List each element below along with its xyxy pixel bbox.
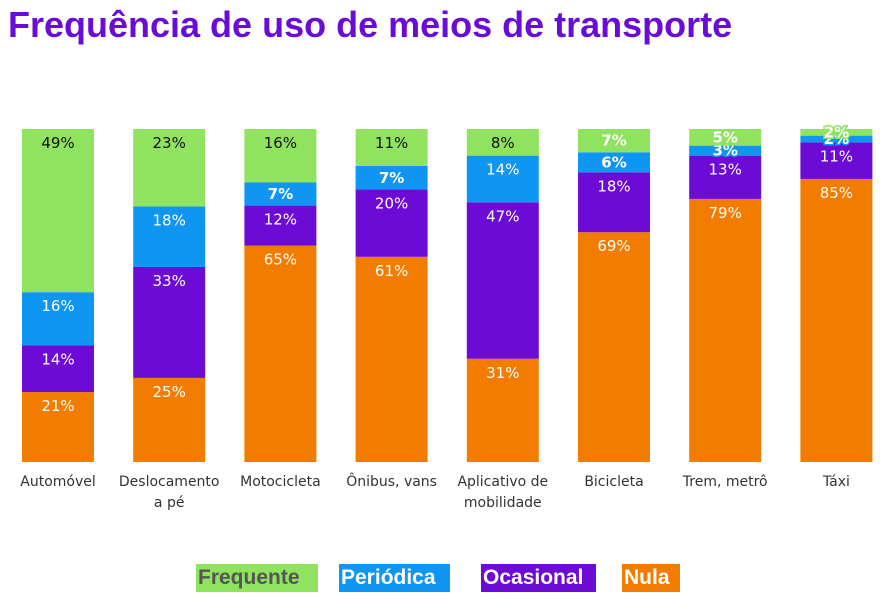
bar-bicicleta-periodica: [578, 152, 650, 173]
data-label-trem-metro-nula: 79%: [709, 204, 742, 222]
data-label-automovel-nula: 21%: [41, 397, 74, 415]
data-label-deslocamento-a-pe-frequente: 23%: [153, 134, 186, 152]
category-label-aplicativo-de-mobilidade-line2: mobilidade: [464, 495, 542, 511]
bar-bicicleta-ocasional: [578, 172, 650, 233]
bar-onibus-vans-frequente: [355, 129, 428, 166]
data-label-onibus-vans-ocasional: 20%: [375, 195, 408, 213]
legend-item-frequente: Frequente: [196, 564, 318, 592]
data-label-onibus-vans-frequente: 11%: [375, 134, 408, 152]
bar-bicicleta-frequente: [578, 129, 650, 153]
bar-automovel-frequente: [22, 129, 94, 293]
category-label-motocicleta: Motocicleta: [240, 474, 321, 490]
bar-motocicleta-frequente: [244, 129, 317, 183]
legend-item-ocasional: Ocasional: [481, 564, 596, 592]
category-label-onibus-vans: Ônibus, vans: [346, 472, 437, 490]
category-label-aplicativo-de-mobilidade-line1: Aplicativo de: [457, 474, 548, 490]
stacked-bar-chart: 21% 14% 16% 49% Automóvel 25% 33% 18% 23% Desloca…: [20, 122, 873, 511]
bar-deslocamento-a-pe-ocasional: [133, 266, 206, 378]
category-label-taxi: Táxi: [822, 474, 850, 490]
chart-title: Frequência de uso de meios de transporte: [8, 4, 733, 45]
data-label-automovel-periodica: 16%: [41, 297, 74, 315]
data-label-deslocamento-a-pe-periodica: 18%: [153, 211, 186, 229]
data-label-onibus-vans-periodica: 7%: [379, 169, 404, 187]
data-label-taxi-ocasional: 11%: [820, 147, 853, 165]
bar-trem-metro-ocasional: [689, 155, 762, 199]
data-label-deslocamento-a-pe-ocasional: 33%: [153, 272, 186, 290]
bar-automovel-ocasional: [22, 345, 94, 393]
bar-trem-metro-frequente: [689, 129, 762, 146]
bar-deslocamento-a-pe-nula: [133, 377, 206, 462]
data-label-aplicativo-de-mobilidade-frequente: 8%: [491, 134, 515, 152]
bar-onibus-vans-nula: [355, 256, 428, 462]
bar-aplicativo-de-mobilidade-ocasional: [466, 202, 539, 359]
category-label-trem-metro: Trem, metrô: [682, 474, 768, 490]
data-label-bicicleta-periodica: 6%: [601, 153, 626, 171]
data-label-bicicleta-ocasional: 18%: [597, 177, 630, 195]
bar-automovel-periodica: [22, 292, 94, 346]
bar-taxi-ocasional: [800, 142, 873, 179]
data-label-taxi-nula: 85%: [820, 184, 853, 202]
data-label-bicicleta-frequente: 7%: [601, 132, 626, 150]
data-label-taxi-frequente: 2%: [824, 123, 849, 141]
bar-onibus-vans-ocasional: [355, 189, 428, 257]
category-label-bicicleta: Bicicleta: [584, 474, 643, 490]
bar-taxi-nula: [800, 178, 873, 462]
bar-bicicleta-nula: [578, 232, 650, 462]
bar-taxi-periodica: [800, 135, 873, 143]
bar-automovel-nula: [22, 392, 94, 462]
bar-aplicativo-de-mobilidade-periodica: [466, 155, 539, 203]
legend: Frequente Periódica Ocasional Nula: [0, 564, 880, 594]
legend-item-periodica: Periódica: [339, 564, 450, 592]
bar-aplicativo-de-mobilidade-nula: [466, 358, 539, 462]
bar-taxi-frequente: [800, 129, 873, 136]
bar-motocicleta-periodica: [244, 182, 317, 206]
data-label-onibus-vans-nula: 61%: [375, 262, 408, 280]
data-label-aplicativo-de-mobilidade-ocasional: 47%: [486, 207, 519, 225]
data-label-trem-metro-ocasional: 13%: [709, 161, 742, 179]
category-label-deslocamento-a-pe-line1: Deslocamento: [119, 474, 220, 490]
data-label-motocicleta-nula: 65%: [264, 251, 297, 269]
data-label-deslocamento-a-pe-nula: 25%: [153, 383, 186, 401]
data-label-automovel-ocasional: 14%: [41, 350, 74, 368]
bar-trem-metro-nula: [689, 198, 762, 462]
category-label-deslocamento-a-pe-line2: a pé: [154, 495, 185, 511]
data-label-motocicleta-ocasional: 12%: [264, 211, 297, 229]
bar-onibus-vans-periodica: [355, 166, 428, 190]
data-label-bicicleta-nula: 69%: [597, 237, 630, 255]
legend-item-nula: Nula: [622, 564, 680, 592]
data-label-motocicleta-frequente: 16%: [264, 134, 297, 152]
data-label-aplicativo-de-mobilidade-periodica: 14%: [486, 161, 519, 179]
bar-trem-metro-periodica: [689, 145, 762, 156]
data-label-trem-metro-frequente: 5%: [712, 128, 737, 146]
category-label-automovel: Automóvel: [20, 474, 96, 490]
data-label-motocicleta-periodica: 7%: [268, 185, 293, 203]
bar-deslocamento-a-pe-frequente: [133, 129, 206, 207]
bar-aplicativo-de-mobilidade-frequente: [466, 129, 539, 156]
data-label-aplicativo-de-mobilidade-nula: 31%: [486, 364, 519, 382]
bar-motocicleta-ocasional: [244, 205, 317, 246]
bar-motocicleta-nula: [244, 245, 317, 462]
bar-deslocamento-a-pe-periodica: [133, 206, 206, 267]
data-label-automovel-frequente: 49%: [41, 134, 74, 152]
